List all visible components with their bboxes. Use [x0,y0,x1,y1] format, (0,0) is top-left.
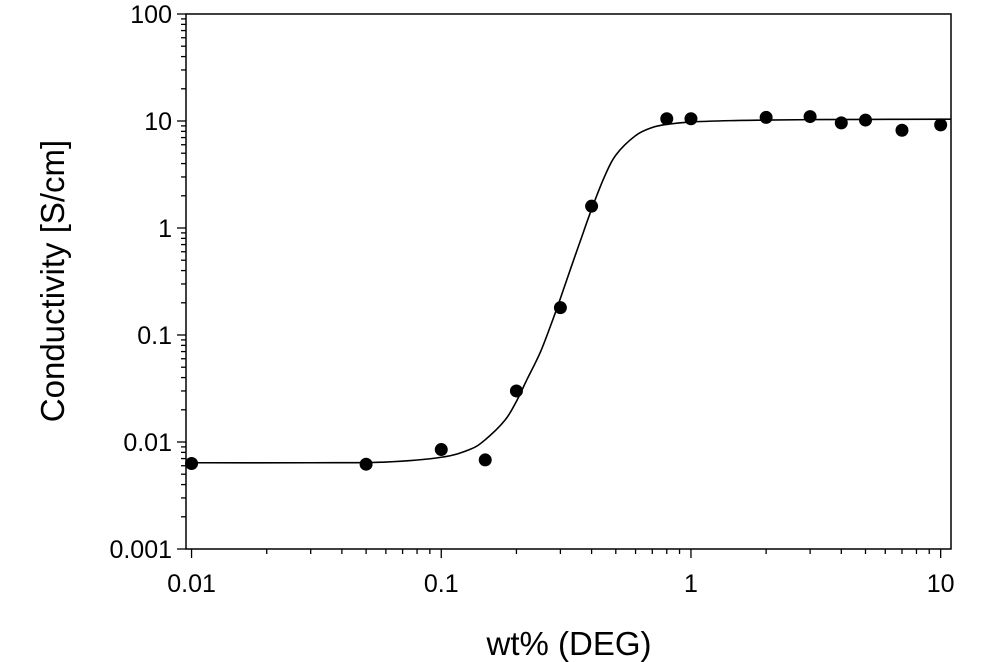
data-point [934,118,948,132]
plot-border [185,13,952,550]
data-point [359,457,373,471]
data-point [434,443,448,457]
y-axis-title: Conductivity [S/cm] [34,140,71,422]
data-point [895,123,909,137]
x-tick-labels: 0.01 0.1 1 10 [167,570,954,598]
fit-curve [191,118,952,464]
data-point [585,199,599,213]
data-point [834,116,848,130]
y-tick-label: 1 [158,215,172,243]
data-point [660,112,674,126]
x-tick-label: 10 [927,570,955,598]
y-tick-label: 0.01 [123,429,172,457]
y-tick-label: 0.1 [137,322,172,350]
x-axis-title: wt% (DEG) [486,625,652,662]
data-point [858,113,872,127]
data-point [684,112,698,126]
y-tick-labels: 0.001 0.01 0.1 1 10 100 [109,1,172,564]
plot-frame [185,13,952,550]
data-point [185,456,199,470]
data-point [803,110,817,124]
y-tick-label: 10 [144,108,172,136]
x-tick-label: 0.1 [424,570,459,598]
x-tick-label: 0.01 [167,570,216,598]
data-point [509,384,523,398]
data-point [478,453,492,467]
data-points [185,110,948,471]
data-point [553,301,567,315]
y-tick-label: 100 [130,1,172,29]
axis-ticks [177,13,942,558]
x-tick-label: 1 [684,570,698,598]
y-tick-label: 0.001 [109,536,172,564]
data-point [759,110,773,124]
